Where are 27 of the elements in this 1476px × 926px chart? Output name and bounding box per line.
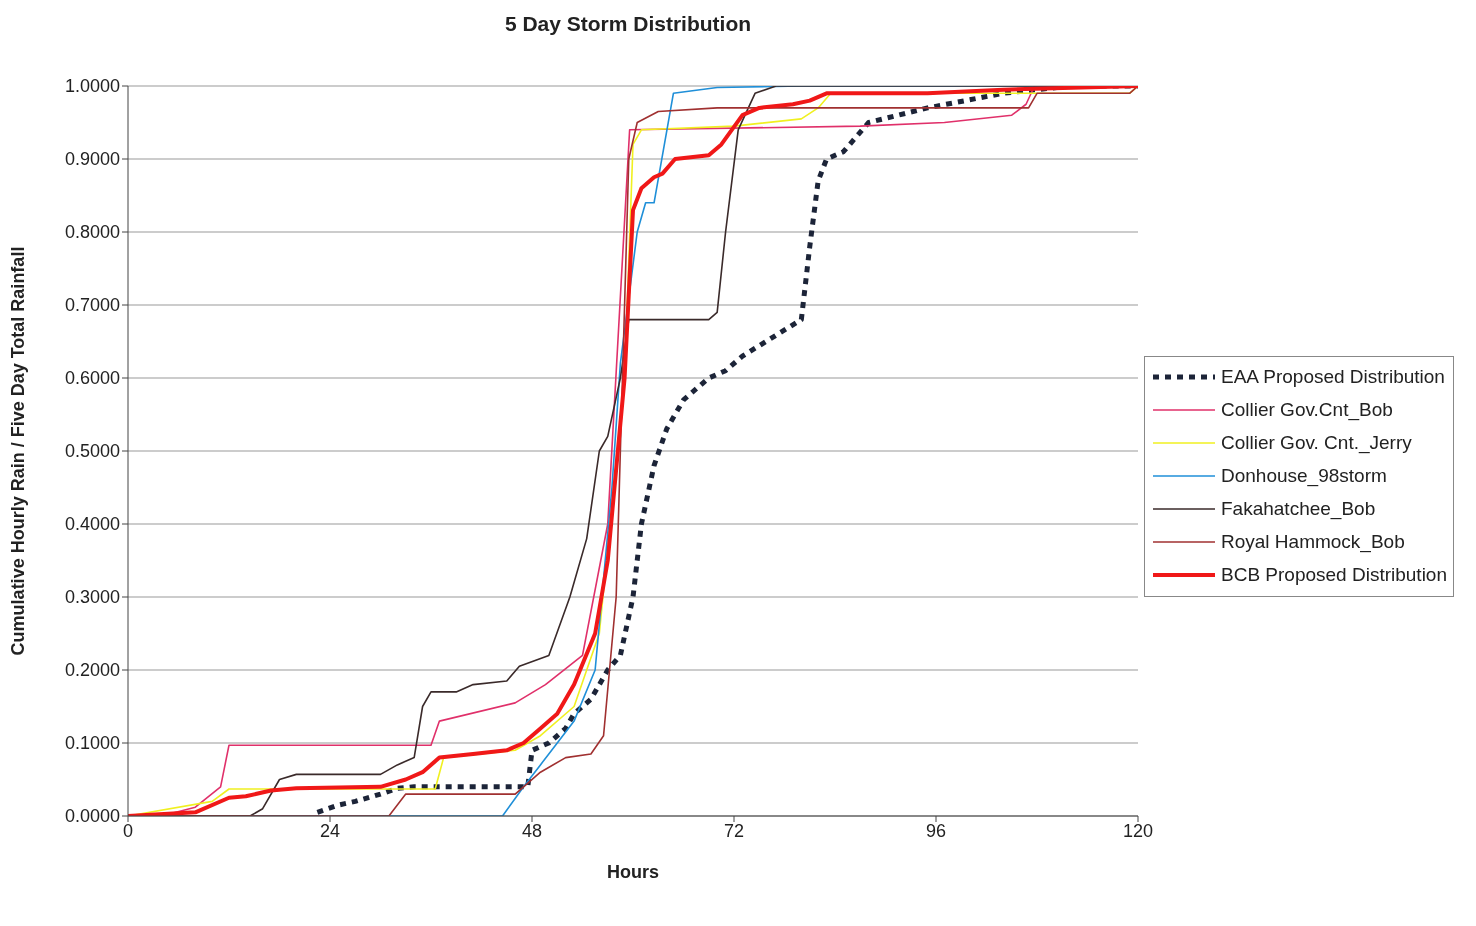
y-tick-label: 0.4000 (64, 514, 120, 535)
y-tick-label: 0.9000 (64, 149, 120, 170)
legend-label: Donhouse_98storm (1221, 465, 1387, 487)
x-tick-label: 120 (1122, 820, 1154, 841)
y-tick-label: 0.5000 (64, 441, 120, 462)
chart-title: 5 Day Storm Distribution (503, 11, 753, 36)
legend-label: Fakahatchee_Bob (1221, 498, 1376, 520)
x-tick-label: 48 (521, 820, 543, 841)
x-axis-title: Hours (606, 862, 660, 882)
legend-label: Collier Gov. Cnt._Jerry (1221, 432, 1412, 454)
y-tick-label: 1.0000 (64, 76, 120, 97)
x-tick-label: 72 (723, 820, 745, 841)
y-tick-label: 0.8000 (64, 222, 120, 243)
x-tick-label: 24 (319, 820, 341, 841)
legend-label: BCB Proposed Distribution (1221, 564, 1447, 586)
y-tick-label: 0.1000 (64, 733, 120, 754)
x-tick-label: 0 (122, 820, 134, 841)
legend-label: Collier Gov.Cnt_Bob (1221, 399, 1393, 421)
legend-label: EAA Proposed Distribution (1221, 366, 1445, 388)
y-tick-label: 0.2000 (64, 660, 120, 681)
y-tick-label: 0.6000 (64, 368, 120, 389)
y-tick-label: 0.3000 (64, 587, 120, 608)
y-axis-title: Cumulative Hourly Rain / Five Day Total Rainfall (8, 246, 29, 656)
x-tick-label: 96 (925, 820, 947, 841)
y-tick-label: 0.0000 (64, 806, 120, 827)
y-tick-label: 0.7000 (64, 295, 120, 316)
legend-label: Royal Hammock_Bob (1221, 531, 1405, 553)
